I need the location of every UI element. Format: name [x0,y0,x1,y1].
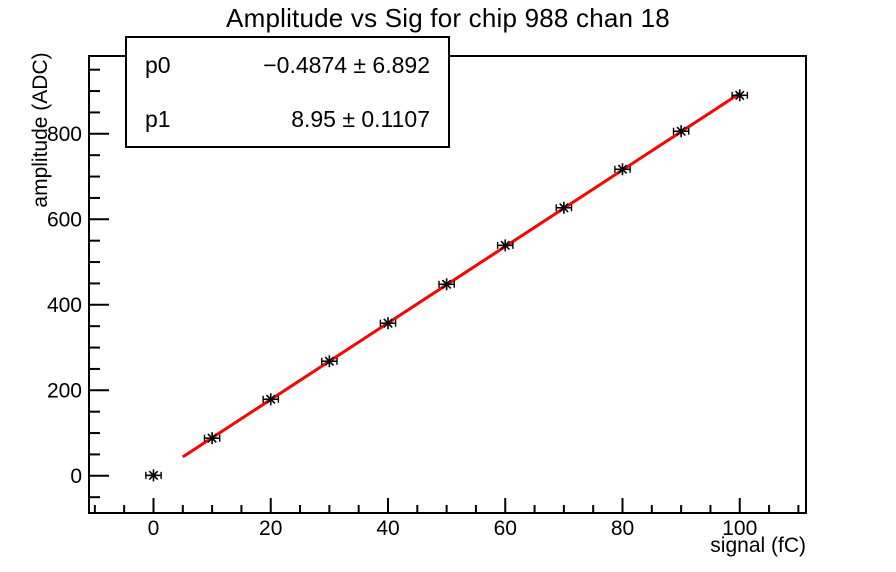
y-tick-label: 400 [47,294,82,317]
data-point [262,393,280,406]
y-tick-label: 200 [47,379,82,402]
fit-line [181,92,741,459]
data-point [145,469,162,482]
stats-row-p1: p1 8.95 ± 0.1107 [127,106,448,133]
data-point [379,317,397,330]
y-axis-title: amplitude (ADC) [29,52,52,207]
param-value-p0: −0.4874 ± 6.892 [263,51,430,78]
data-point [321,355,338,368]
star-marker [675,125,688,138]
data-point [555,201,573,214]
x-axis: 0 20 40 60 80 100 [93,498,800,540]
y-axis: 0 200 400 600 800 [47,68,109,499]
param-name-p1: p1 [145,105,171,132]
data-point [672,125,690,138]
data-point [496,239,514,252]
star-marker [323,355,336,368]
data-point [203,432,221,445]
star-marker [206,432,219,445]
x-tick-label: 20 [259,517,282,540]
fit-stats-box: p0 −0.4874 ± 6.892 p1 8.95 ± 0.1107 [125,36,450,148]
x-tick-label: 0 [148,517,160,540]
y-tick-label: 0 [70,465,82,488]
param-name-p0: p0 [145,51,171,78]
x-tick-label: 40 [376,517,399,540]
star-marker [440,278,453,291]
data-point [614,163,631,176]
param-value-p1: 8.95 ± 0.1107 [291,105,430,132]
x-axis-title: signal (fC) [710,534,806,557]
x-tick-label: 100 [722,517,757,540]
star-marker [616,163,629,176]
y-tick-label: 600 [47,208,82,231]
chart-title: Amplitude vs Sig for chip 988 chan 18 [226,3,670,33]
star-marker [557,201,570,214]
y-tick-label: 800 [47,123,82,146]
star-marker [499,239,512,252]
x-tick-label: 80 [611,517,634,540]
x-tick-label: 60 [494,517,517,540]
star-marker [381,317,394,330]
star-marker [264,393,277,406]
star-marker [733,89,746,102]
data-point [438,278,455,291]
star-marker [147,469,160,482]
data-point [731,89,749,102]
stats-row-p0: p0 −0.4874 ± 6.892 [127,52,448,79]
